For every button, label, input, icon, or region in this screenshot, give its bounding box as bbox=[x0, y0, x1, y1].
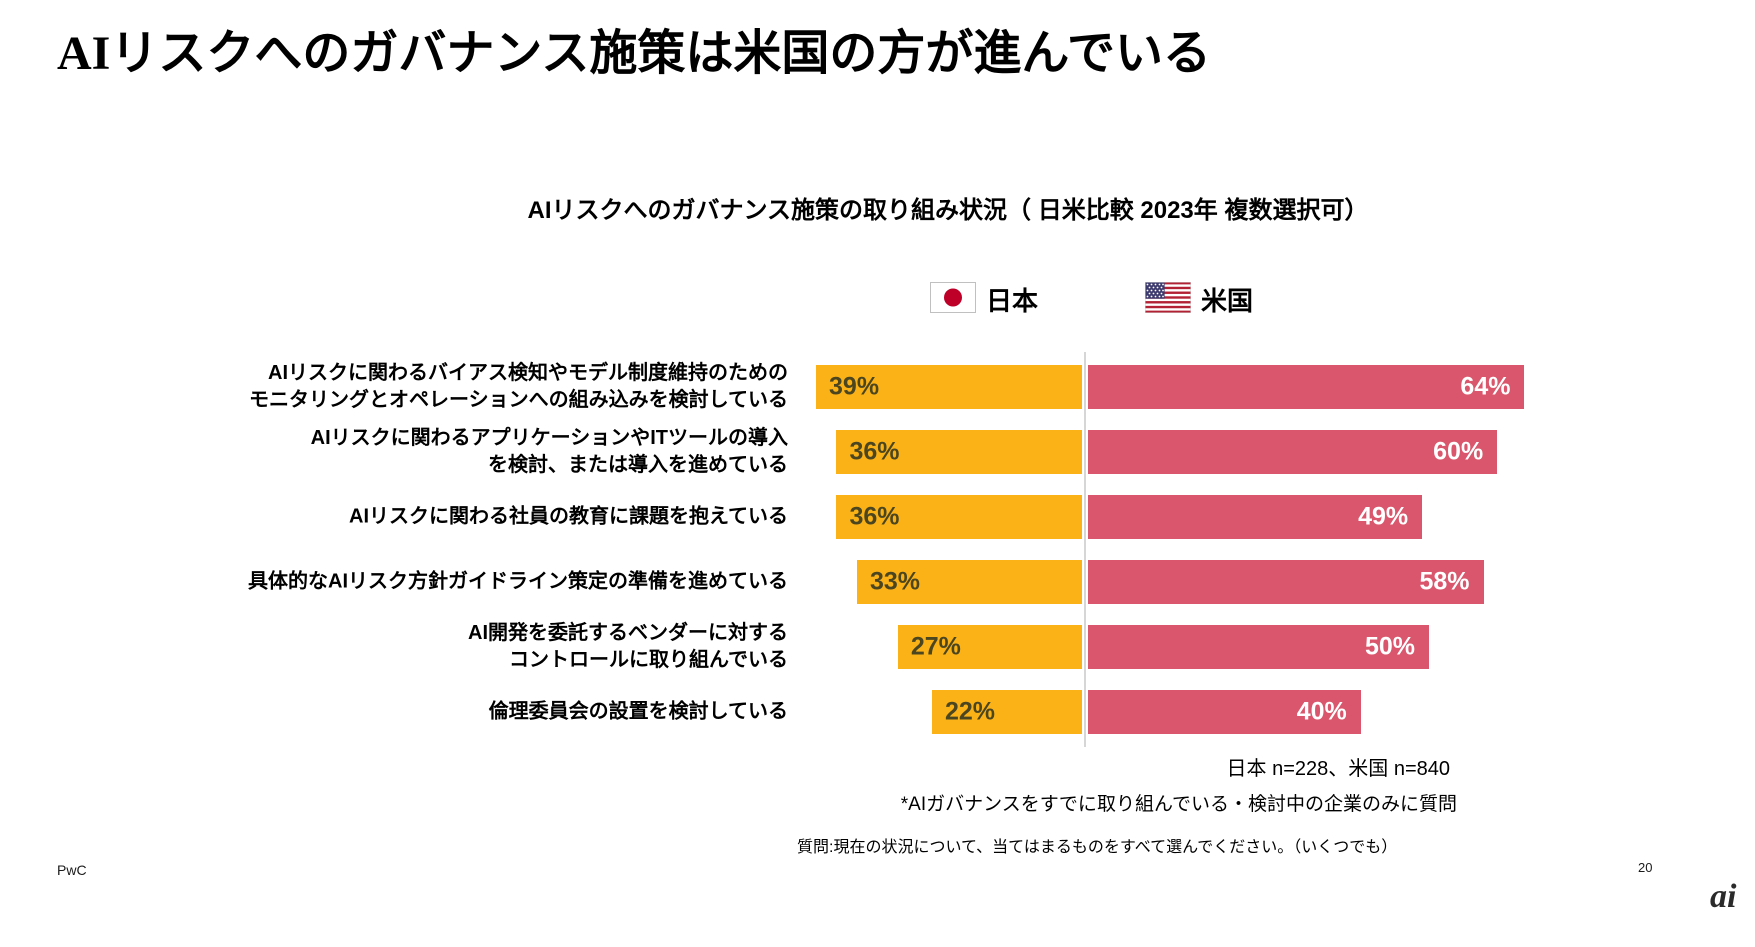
legend-item-japan: 日本 bbox=[930, 281, 1038, 318]
footer-brand: PwC bbox=[57, 862, 87, 878]
us-flag-icon bbox=[1145, 281, 1191, 318]
category-label: AIリスクに関わるアプリケーションやITツールの導入 を検討、または導入を進めて… bbox=[310, 427, 788, 476]
japan-bar: 27% bbox=[897, 625, 1082, 669]
page-number: 20 bbox=[1638, 860, 1653, 875]
us-bar: 64% bbox=[1088, 365, 1525, 409]
us-bar: 49% bbox=[1088, 495, 1423, 539]
japan-bar: 36% bbox=[836, 495, 1082, 539]
us-value-label: 40% bbox=[1296, 697, 1347, 726]
us-bar: 58% bbox=[1088, 560, 1484, 604]
note-sample-size: 日本 n=228、米国 n=840 bbox=[1226, 758, 1450, 780]
legend-label-us: 米国 bbox=[1201, 286, 1254, 316]
japan-value-label: 33% bbox=[869, 567, 920, 596]
japan-value-label: 36% bbox=[849, 502, 900, 531]
us-value-label: 50% bbox=[1364, 632, 1415, 661]
japan-bar: 36% bbox=[836, 430, 1082, 474]
note-question: 質問:現在の状況について、当てはまるものをすべて選んでください。（いくつでも） bbox=[797, 839, 1398, 856]
japan-flag-icon bbox=[930, 281, 976, 318]
japan-value-label: 36% bbox=[849, 437, 900, 466]
us-value-label: 60% bbox=[1433, 437, 1484, 466]
slide-title: AIリスクへのガバナンス施策は米国の方が進んでいる bbox=[57, 27, 1211, 80]
category-label: 具体的なAIリスク方針ガイドライン策定の準備を進めている bbox=[248, 570, 788, 593]
legend-item-us: 米国 bbox=[1145, 281, 1253, 318]
japan-value-label: 22% bbox=[944, 697, 995, 726]
category-label: AIリスクに関わる社員の教育に課題を抱えている bbox=[349, 505, 788, 528]
axis-divider-line bbox=[1084, 352, 1086, 747]
us-value-label: 49% bbox=[1358, 502, 1409, 531]
japan-bar: 33% bbox=[856, 560, 1082, 604]
us-bar: 40% bbox=[1088, 690, 1361, 734]
japan-bar: 39% bbox=[816, 365, 1082, 409]
japan-value-label: 27% bbox=[910, 632, 961, 661]
us-value-label: 64% bbox=[1460, 372, 1511, 401]
legend-label-japan: 日本 bbox=[986, 286, 1039, 316]
us-value-label: 58% bbox=[1419, 567, 1470, 596]
chart-title: AIリスクへのガバナンス施策の取り組み状況（ 日米比較 2023年 複数選択可） bbox=[527, 197, 1369, 224]
note-filter: *AIガバナンスをすでに取り組んでいる・検討中の企業のみに質問 bbox=[900, 794, 1457, 815]
japan-bar: 22% bbox=[931, 690, 1082, 734]
category-label: AI開発を委託するベンダーに対する コントロールに取り組んでいる bbox=[468, 622, 788, 671]
us-bar: 50% bbox=[1088, 625, 1429, 669]
us-bar: 60% bbox=[1088, 430, 1498, 474]
ai-watermark: ai bbox=[1710, 878, 1737, 915]
japan-value-label: 39% bbox=[829, 372, 880, 401]
category-label: AIリスクに関わるバイアス検知やモデル制度維持のための モニタリングとオペレーシ… bbox=[249, 362, 788, 411]
category-label: 倫理委員会の設置を検討している bbox=[488, 700, 788, 723]
